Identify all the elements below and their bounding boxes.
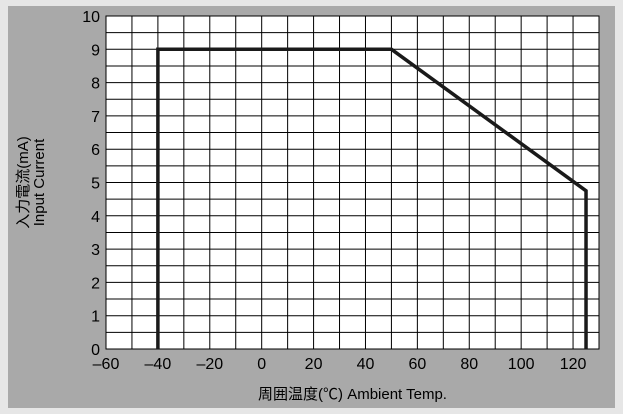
x-tick-label: –20 (196, 356, 223, 373)
grid (106, 16, 599, 349)
x-tick-label: 20 (305, 356, 323, 373)
y-tick-label: 3 (91, 242, 100, 259)
y-tick-label: 0 (91, 342, 100, 359)
x-tick-label: 100 (508, 356, 535, 373)
y-axis-label-en: Input Current (31, 138, 48, 226)
y-tick-label: 8 (91, 76, 100, 93)
y-tick-label: 2 (91, 275, 100, 292)
series-group (156, 47, 588, 350)
y-tick-label: 9 (91, 42, 100, 59)
y-tick-label: 10 (82, 9, 100, 26)
x-axis-label: 周囲温度(℃) Ambient Temp. (258, 386, 447, 403)
x-tick-label: 40 (357, 356, 375, 373)
x-tick-label: 0 (257, 356, 266, 373)
y-tick-label: 1 (91, 309, 100, 326)
x-tick-label: –60 (93, 356, 120, 373)
y-tick-label: 6 (91, 142, 100, 159)
x-tick-labels: –60 –40 –20 0 20 40 60 80 100 120 (93, 356, 587, 373)
derating-chart: –60 –40 –20 0 20 40 60 80 100 120 0 1 2 3 4 5 6 7 8 9 10 周囲… (15, 9, 600, 403)
x-tick-label: 120 (560, 356, 587, 373)
y-axis-label-jp: 入力電流(mA) (15, 136, 32, 229)
x-tick-label: –40 (145, 356, 172, 373)
chart-frame: –60 –40 –20 0 20 40 60 80 100 120 0 1 2 3 4 5 6 7 8 9 10 周囲… (8, 6, 615, 408)
y-tick-label: 5 (91, 176, 100, 193)
x-tick-label: 80 (460, 356, 478, 373)
x-tick-label: 60 (408, 356, 426, 373)
y-tick-labels: 0 1 2 3 4 5 6 7 8 9 10 (82, 9, 100, 359)
y-tick-label: 7 (91, 109, 100, 126)
y-tick-label: 4 (91, 209, 100, 226)
